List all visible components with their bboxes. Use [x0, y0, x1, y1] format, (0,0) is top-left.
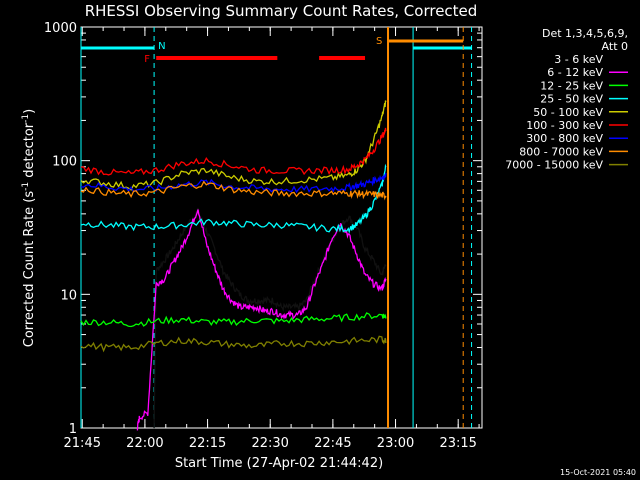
chart-title: RHESSI Observing Summary Count Rates, Co…: [85, 2, 478, 20]
y-tick-label: 1: [69, 422, 77, 437]
legend-entry-label: 50 - 100 keV: [533, 106, 603, 119]
x-tick-label: 21:45: [64, 436, 101, 451]
series-line: [80, 180, 387, 201]
legend-entry-label: 7000 - 15000 keV: [505, 159, 603, 172]
y-tick-label: 100: [52, 155, 77, 170]
series-line: [80, 312, 387, 328]
series-line: [80, 172, 387, 194]
night-flag-label: N: [158, 41, 165, 52]
footer-date: 15-Oct-2021 05:40: [560, 468, 636, 477]
flare-flag-label: F: [144, 54, 150, 65]
series-line: [80, 100, 387, 191]
y-tick-label: 1000: [44, 21, 77, 36]
x-tick-label: 22:30: [251, 436, 288, 451]
x-tick-label: 23:15: [439, 436, 476, 451]
series-line: [80, 335, 387, 353]
legend-entry-label: 3 - 6 keV: [554, 53, 603, 66]
y-tick-label: 10: [60, 288, 77, 303]
x-tick-label: 22:15: [189, 436, 226, 451]
legend-detector-info: Det 1,3,4,5,6,9,: [542, 27, 628, 40]
legend-entry-label: 800 - 7000 keV: [519, 145, 603, 158]
legend-entry-label: 12 - 25 keV: [540, 79, 603, 92]
legend-entry-label: 100 - 300 keV: [526, 119, 603, 132]
legend-entry-label: 6 - 12 keV: [547, 66, 603, 79]
x-tick-label: 22:00: [126, 436, 163, 451]
legend-detector-info: Att 0: [602, 40, 628, 53]
series-line: [153, 207, 387, 429]
series-line: [80, 163, 387, 234]
x-tick-label: 23:00: [377, 436, 414, 451]
series-line: [136, 209, 387, 431]
plot-area: 1 10 100 1000 21:45 22:00 22:15 22:30 22:45 23:00…: [44, 21, 483, 451]
saa-flag-label: S: [376, 36, 382, 47]
x-tick-label: 22:45: [314, 436, 351, 451]
series-line: [80, 127, 387, 176]
x-axis-label: Start Time (27-Apr-02 21:44:42): [175, 456, 383, 471]
legend-entry-label: 25 - 50 keV: [540, 93, 603, 106]
legend-entry-label: 300 - 800 keV: [526, 132, 603, 145]
y-axis-label: Corrected Count Rate (s-1 detector-1): [21, 109, 37, 347]
